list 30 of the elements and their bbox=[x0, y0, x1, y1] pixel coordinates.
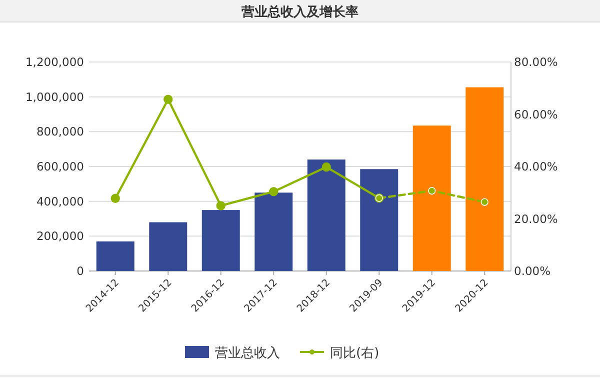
y2-tick-label: 40.00% bbox=[514, 160, 558, 174]
chart-title: 营业总收入及增长率 bbox=[240, 4, 358, 20]
legend-label: 营业总收入 bbox=[215, 346, 280, 361]
point bbox=[322, 162, 331, 172]
bar bbox=[412, 126, 451, 271]
y-tick-label: 1,000,000 bbox=[25, 90, 84, 104]
bar bbox=[96, 241, 134, 271]
y-tick-label: 400,000 bbox=[36, 194, 84, 208]
point bbox=[216, 201, 226, 210]
y-tick-label: 200,000 bbox=[36, 229, 84, 244]
bar bbox=[254, 192, 293, 271]
y2-tick-label: 20.00% bbox=[514, 212, 558, 226]
point bbox=[164, 94, 173, 104]
bar bbox=[149, 222, 188, 271]
y-tick-label: 600,000 bbox=[36, 160, 84, 174]
y-tick-label: 800,000 bbox=[36, 124, 84, 139]
y2-tick-label: 0.00% bbox=[514, 264, 551, 278]
legend-label: 同比(右) bbox=[330, 346, 380, 361]
y-tick-label: 1,200,000 bbox=[25, 55, 84, 69]
bar bbox=[307, 160, 346, 271]
point bbox=[428, 186, 436, 195]
point bbox=[269, 186, 278, 196]
y2-tick-label: 80.00% bbox=[514, 55, 558, 69]
bar bbox=[466, 87, 504, 271]
point bbox=[110, 194, 120, 203]
y2-tick-label: 60.00% bbox=[514, 107, 558, 122]
point bbox=[480, 198, 488, 206]
bar bbox=[360, 169, 398, 271]
bar bbox=[202, 210, 240, 271]
y-tick-label: 0 bbox=[76, 264, 84, 278]
